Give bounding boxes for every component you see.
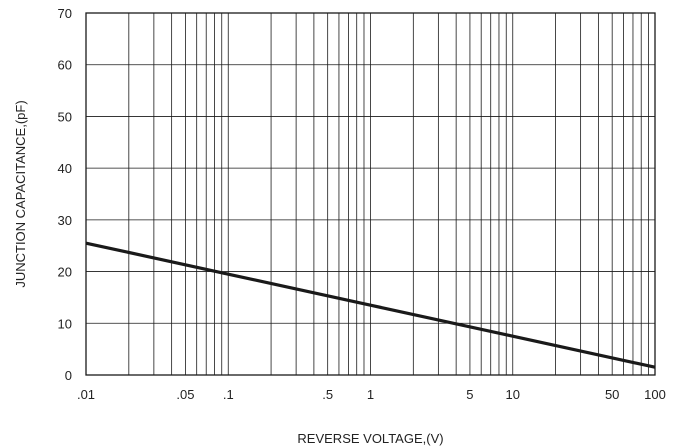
- x-tick-label: .01: [77, 387, 95, 402]
- tick-labels: .01 .05 .1 .5 1 5 10 50 100 0 10 20 30 40 50 60 70: [58, 6, 666, 402]
- x-tick-label: .5: [322, 387, 333, 402]
- y-tick-label: 20: [58, 265, 72, 280]
- y-tick-label: 70: [58, 6, 72, 21]
- x-tick-label: 50: [605, 387, 619, 402]
- x-tick-label: .1: [223, 387, 234, 402]
- y-tick-label: 10: [58, 316, 72, 331]
- x-tick-label: 10: [506, 387, 520, 402]
- y-axis-label: JUNCTION CAPACITANCE,(pF): [13, 100, 28, 287]
- x-tick-label: 5: [466, 387, 473, 402]
- x-tick-label: .05: [176, 387, 194, 402]
- x-tick-label: 1: [367, 387, 374, 402]
- y-tick-label: 50: [58, 109, 72, 124]
- y-tick-label: 0: [65, 368, 72, 383]
- grid: [86, 13, 655, 375]
- y-tick-label: 30: [58, 213, 72, 228]
- y-tick-label: 60: [58, 58, 72, 73]
- x-axis-label: REVERSE VOLTAGE,(V): [297, 431, 443, 446]
- y-tick-label: 40: [58, 161, 72, 176]
- x-tick-label: 100: [644, 387, 666, 402]
